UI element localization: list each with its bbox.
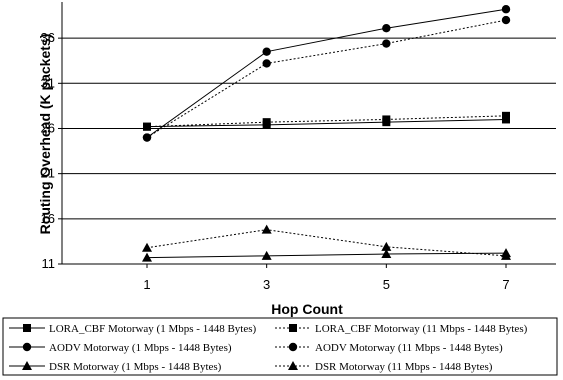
legend: LORA_CBF Motorway (1 Mbps - 1448 Bytes) L…	[2, 317, 558, 376]
x-tick-label: 3	[263, 277, 270, 292]
data-point	[262, 59, 271, 68]
legend-label: AODV Motorway (1 Mbps - 1448 Bytes)	[49, 342, 232, 354]
y-tick-label: 21	[41, 166, 55, 181]
data-point	[142, 252, 152, 262]
legend-label: DSR Motorway (11 Mbps - 1448 Bytes)	[315, 361, 493, 373]
x-tick-label: 7	[502, 277, 509, 292]
tick-labels: 11 16 21 26 31 36 1 3 5 7	[41, 30, 510, 292]
y-axis-title: Routing Overhead (K packets)	[37, 34, 53, 235]
data-point	[142, 242, 152, 252]
legend-label: DSR Motorway (1 Mbps - 1448 Bytes)	[49, 361, 222, 373]
series-group	[142, 5, 511, 262]
data-point	[143, 122, 151, 131]
data-point	[381, 241, 392, 251]
legend-label: LORA_CBF Motorway (1 Mbps - 1448 Bytes)	[49, 323, 257, 335]
data-point	[502, 111, 510, 120]
x-axis-title: Hop Count	[271, 301, 343, 317]
legend-marker	[22, 361, 32, 370]
data-point	[262, 118, 271, 127]
y-tick-label: 11	[42, 256, 56, 271]
legend-marker	[288, 342, 298, 352]
data-point	[261, 224, 272, 234]
data-point	[382, 115, 391, 124]
data-point	[382, 39, 391, 48]
legend-label: AODV Motorway (11 Mbps - 1448 Bytes)	[315, 342, 503, 354]
x-tick-label: 1	[143, 277, 150, 292]
data-point	[381, 249, 392, 259]
y-tick-label: 36	[41, 30, 55, 45]
grid-lines	[62, 37, 556, 220]
series-line-1	[146, 118, 507, 128]
y-tick-label: 26	[41, 120, 55, 135]
series-line-5	[146, 252, 507, 259]
data-point	[262, 47, 271, 56]
legend-marker	[288, 361, 298, 370]
data-point	[142, 133, 152, 142]
legend-label: LORA_CBF Motorway (11 Mbps - 1448 Bytes)	[315, 323, 528, 335]
legend-marker	[23, 324, 31, 332]
series-line-3	[146, 8, 507, 138]
data-point	[382, 24, 391, 33]
series-line-2	[146, 115, 507, 128]
y-tick-label: 16	[41, 211, 55, 226]
data-point	[501, 15, 511, 25]
axes	[58, 2, 556, 268]
y-tick-label: 31	[41, 75, 55, 90]
data-point	[501, 250, 511, 260]
legend-marker	[289, 324, 297, 332]
data-point	[261, 250, 272, 260]
series-line-6	[146, 229, 507, 257]
series-line-4	[146, 19, 507, 138]
x-tick-label: 5	[383, 277, 390, 292]
data-point	[501, 5, 511, 14]
legend-marker	[22, 342, 32, 352]
